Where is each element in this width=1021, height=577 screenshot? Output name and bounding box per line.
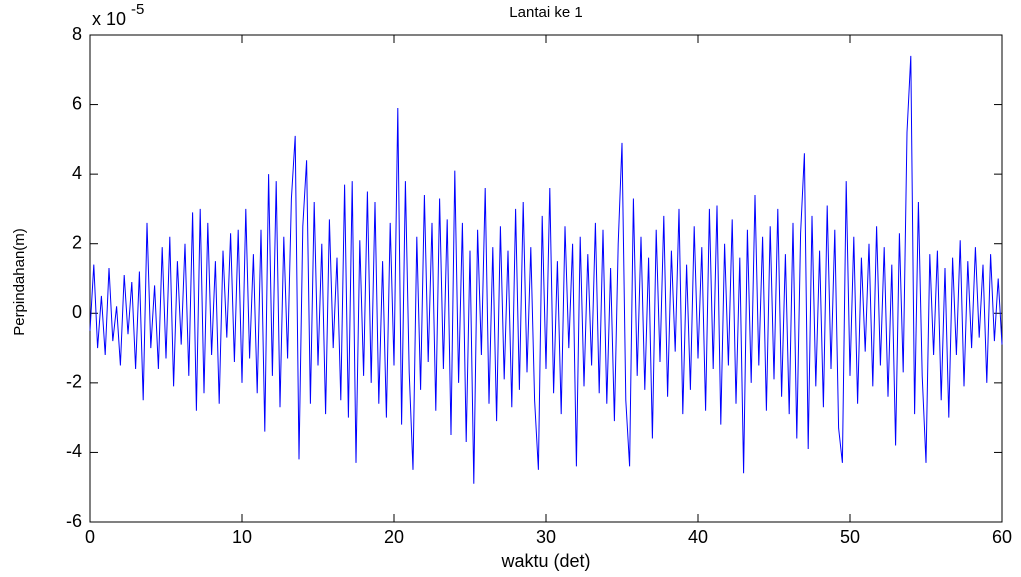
y-axis-label: Perpindahan(m) <box>11 228 28 336</box>
y-tick-label: 4 <box>72 163 82 183</box>
y-tick-label: -6 <box>66 511 82 531</box>
x-tick-label: 40 <box>688 527 708 547</box>
y-tick-label: 8 <box>72 24 82 44</box>
x-tick-label: 20 <box>384 527 404 547</box>
data-line <box>89 55 1003 484</box>
y-tick-label: 2 <box>72 232 82 252</box>
x-tick-label: 10 <box>232 527 252 547</box>
x-tick-label: 50 <box>840 527 860 547</box>
x-tick-label: 30 <box>536 527 556 547</box>
y-tick-label: -4 <box>66 441 82 461</box>
y-tick-label: -2 <box>66 372 82 392</box>
x-tick-label: 60 <box>992 527 1012 547</box>
y-tick-label: 6 <box>72 93 82 113</box>
y-tick-label: 0 <box>72 302 82 322</box>
x-axis-label: waktu (det) <box>500 551 590 571</box>
chart-title: Lantai ke 1 <box>509 4 582 21</box>
plot-box <box>89 34 1003 523</box>
x-tick-label: 0 <box>85 527 95 547</box>
y-multiplier: x 10 <box>92 9 126 29</box>
y-exponent: -5 <box>131 1 144 18</box>
